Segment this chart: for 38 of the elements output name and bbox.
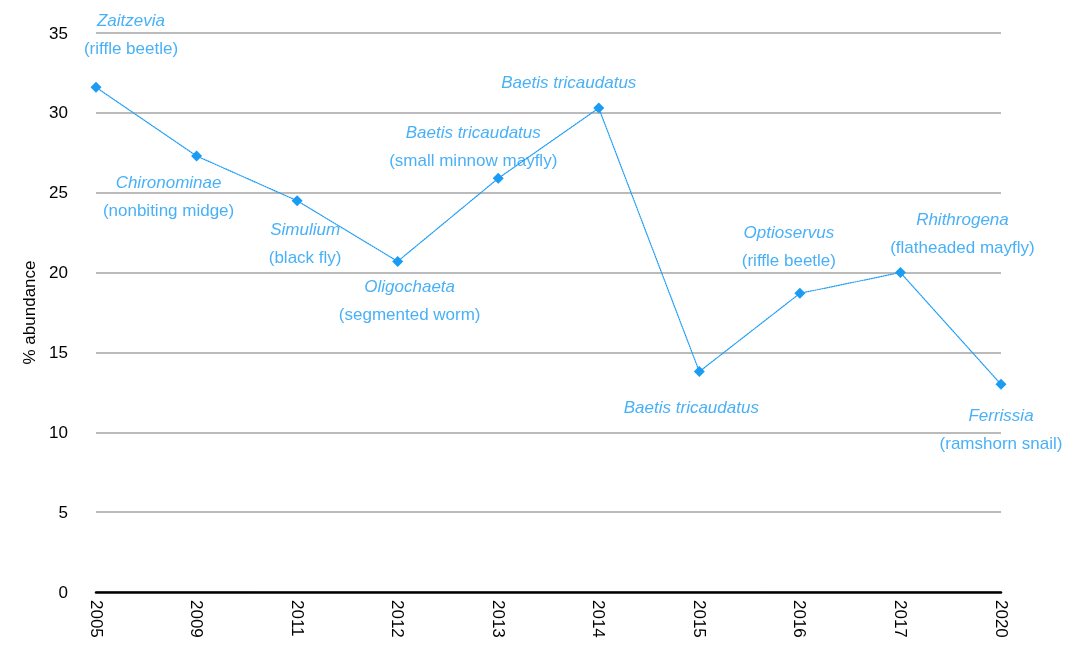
x-tick-label: 2011 <box>287 600 307 637</box>
x-tick-label: 2017 <box>890 600 910 638</box>
y-tick-label: 20 <box>49 263 68 283</box>
x-tick-label: 2012 <box>388 600 408 638</box>
annotation: Oligochaeta (segmented worm) <box>338 276 481 324</box>
annotation: Baetis tricaudatus <box>501 72 637 92</box>
x-tick-label: 2009 <box>187 600 207 638</box>
point <box>291 195 303 207</box>
x-tick-label: 2015 <box>689 600 709 638</box>
annotation: Zaitzevia (riffle beetle) <box>83 10 179 58</box>
point <box>191 150 203 162</box>
x-tick-label: 2005 <box>86 600 106 638</box>
y-tick-label: 15 <box>49 342 68 362</box>
y-tick-label: 30 <box>49 103 68 123</box>
point <box>492 172 504 184</box>
point <box>593 102 605 114</box>
point <box>995 378 1007 390</box>
y-tick-label: 5 <box>58 502 68 522</box>
y-axis-title: % abundance <box>20 260 40 365</box>
annotation: Rhithrogena (flatheaded mayfly) <box>890 210 1035 258</box>
annotation: Baetis tricaudatus <box>623 398 760 418</box>
point <box>794 287 806 299</box>
point <box>90 81 102 93</box>
y-tick-label: 10 <box>49 422 68 442</box>
y-tick-label: 35 <box>49 23 68 43</box>
point <box>894 267 906 279</box>
annotation: Ferrissia (ramshorn snail) <box>939 405 1063 453</box>
point <box>392 255 404 267</box>
x-tick-label: 2020 <box>991 600 1011 638</box>
x-tick-label: 2014 <box>589 600 609 638</box>
y-tick-label: 25 <box>49 183 68 203</box>
point <box>693 366 705 378</box>
x-tick-label: 2016 <box>790 600 810 638</box>
annotation: Simulium (black fly) <box>268 220 342 268</box>
annotation: Chironominae (nonbiting midge) <box>102 173 235 221</box>
y-tick-label: 0 <box>58 582 68 602</box>
x-tick-label: 2013 <box>488 600 508 638</box>
annotation: Optioservus (riffle beetle) <box>741 222 836 270</box>
